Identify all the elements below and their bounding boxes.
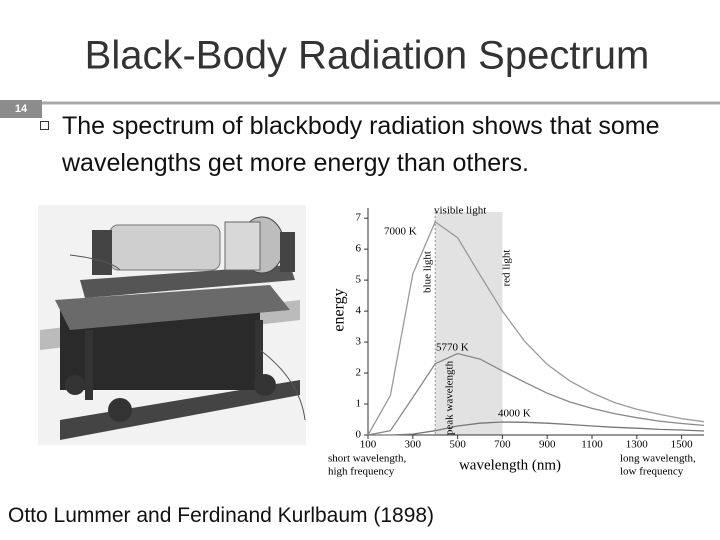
annotation: high frequency xyxy=(328,466,395,478)
x-tick-label: 300 xyxy=(405,439,422,451)
annotation: low frequency xyxy=(620,466,684,478)
bullet-icon xyxy=(40,121,49,130)
apparatus-photo xyxy=(38,205,306,445)
caption: Otto Lummer and Ferdinand Kurlbaum (1898… xyxy=(8,504,435,527)
curve-label: 7000 K xyxy=(384,226,417,238)
y-tick-label: 5 xyxy=(356,274,362,286)
annotation: visible light xyxy=(434,205,486,217)
y-tick-label: 7 xyxy=(356,212,362,224)
annotation: long wavelength, xyxy=(620,453,696,465)
x-tick-label: 100 xyxy=(360,439,377,451)
y-axis-label: energy xyxy=(331,288,348,331)
x-tick-label: 1300 xyxy=(626,439,649,451)
y-tick-label: 4 xyxy=(356,305,362,317)
spectrum-chart: energy wavelength (nm) 0 1 2 3 4 5 6 7 100 300 500… xyxy=(328,205,705,478)
y-tick-label: 2 xyxy=(356,367,362,379)
x-tick-label: 1500 xyxy=(671,439,694,451)
curve-label: 4000 K xyxy=(498,408,531,420)
spectrum-curve xyxy=(368,421,705,436)
spectrum-curve xyxy=(367,352,705,436)
x-tick-label: 1100 xyxy=(581,439,603,451)
y-tick-label: 3 xyxy=(356,336,362,348)
slide-number: 14 xyxy=(15,103,28,115)
spectrum-curve xyxy=(367,220,705,436)
curve-label: 5770 K xyxy=(436,342,469,354)
x-tick-label: 500 xyxy=(449,439,466,451)
bullet-text: The spectrum of blackbody radiation show… xyxy=(62,112,660,177)
x-tick-label: 700 xyxy=(494,439,511,451)
y-tick-label: 1 xyxy=(356,398,362,410)
x-axis-label: wavelength (nm) xyxy=(459,457,561,473)
x-tick-label: 900 xyxy=(539,439,556,451)
annotation: blue light xyxy=(422,251,434,293)
slide-title: Black-Body Radiation Spectrum xyxy=(85,34,650,78)
visible-band xyxy=(435,212,503,435)
y-tick-label: 6 xyxy=(356,243,362,255)
slide-number-box xyxy=(0,100,42,118)
annotation: red light xyxy=(501,250,513,287)
y-tick-label: 0 xyxy=(356,429,362,441)
annotation: short wavelength, xyxy=(328,453,406,465)
annotation: peak wavelength xyxy=(444,360,456,435)
